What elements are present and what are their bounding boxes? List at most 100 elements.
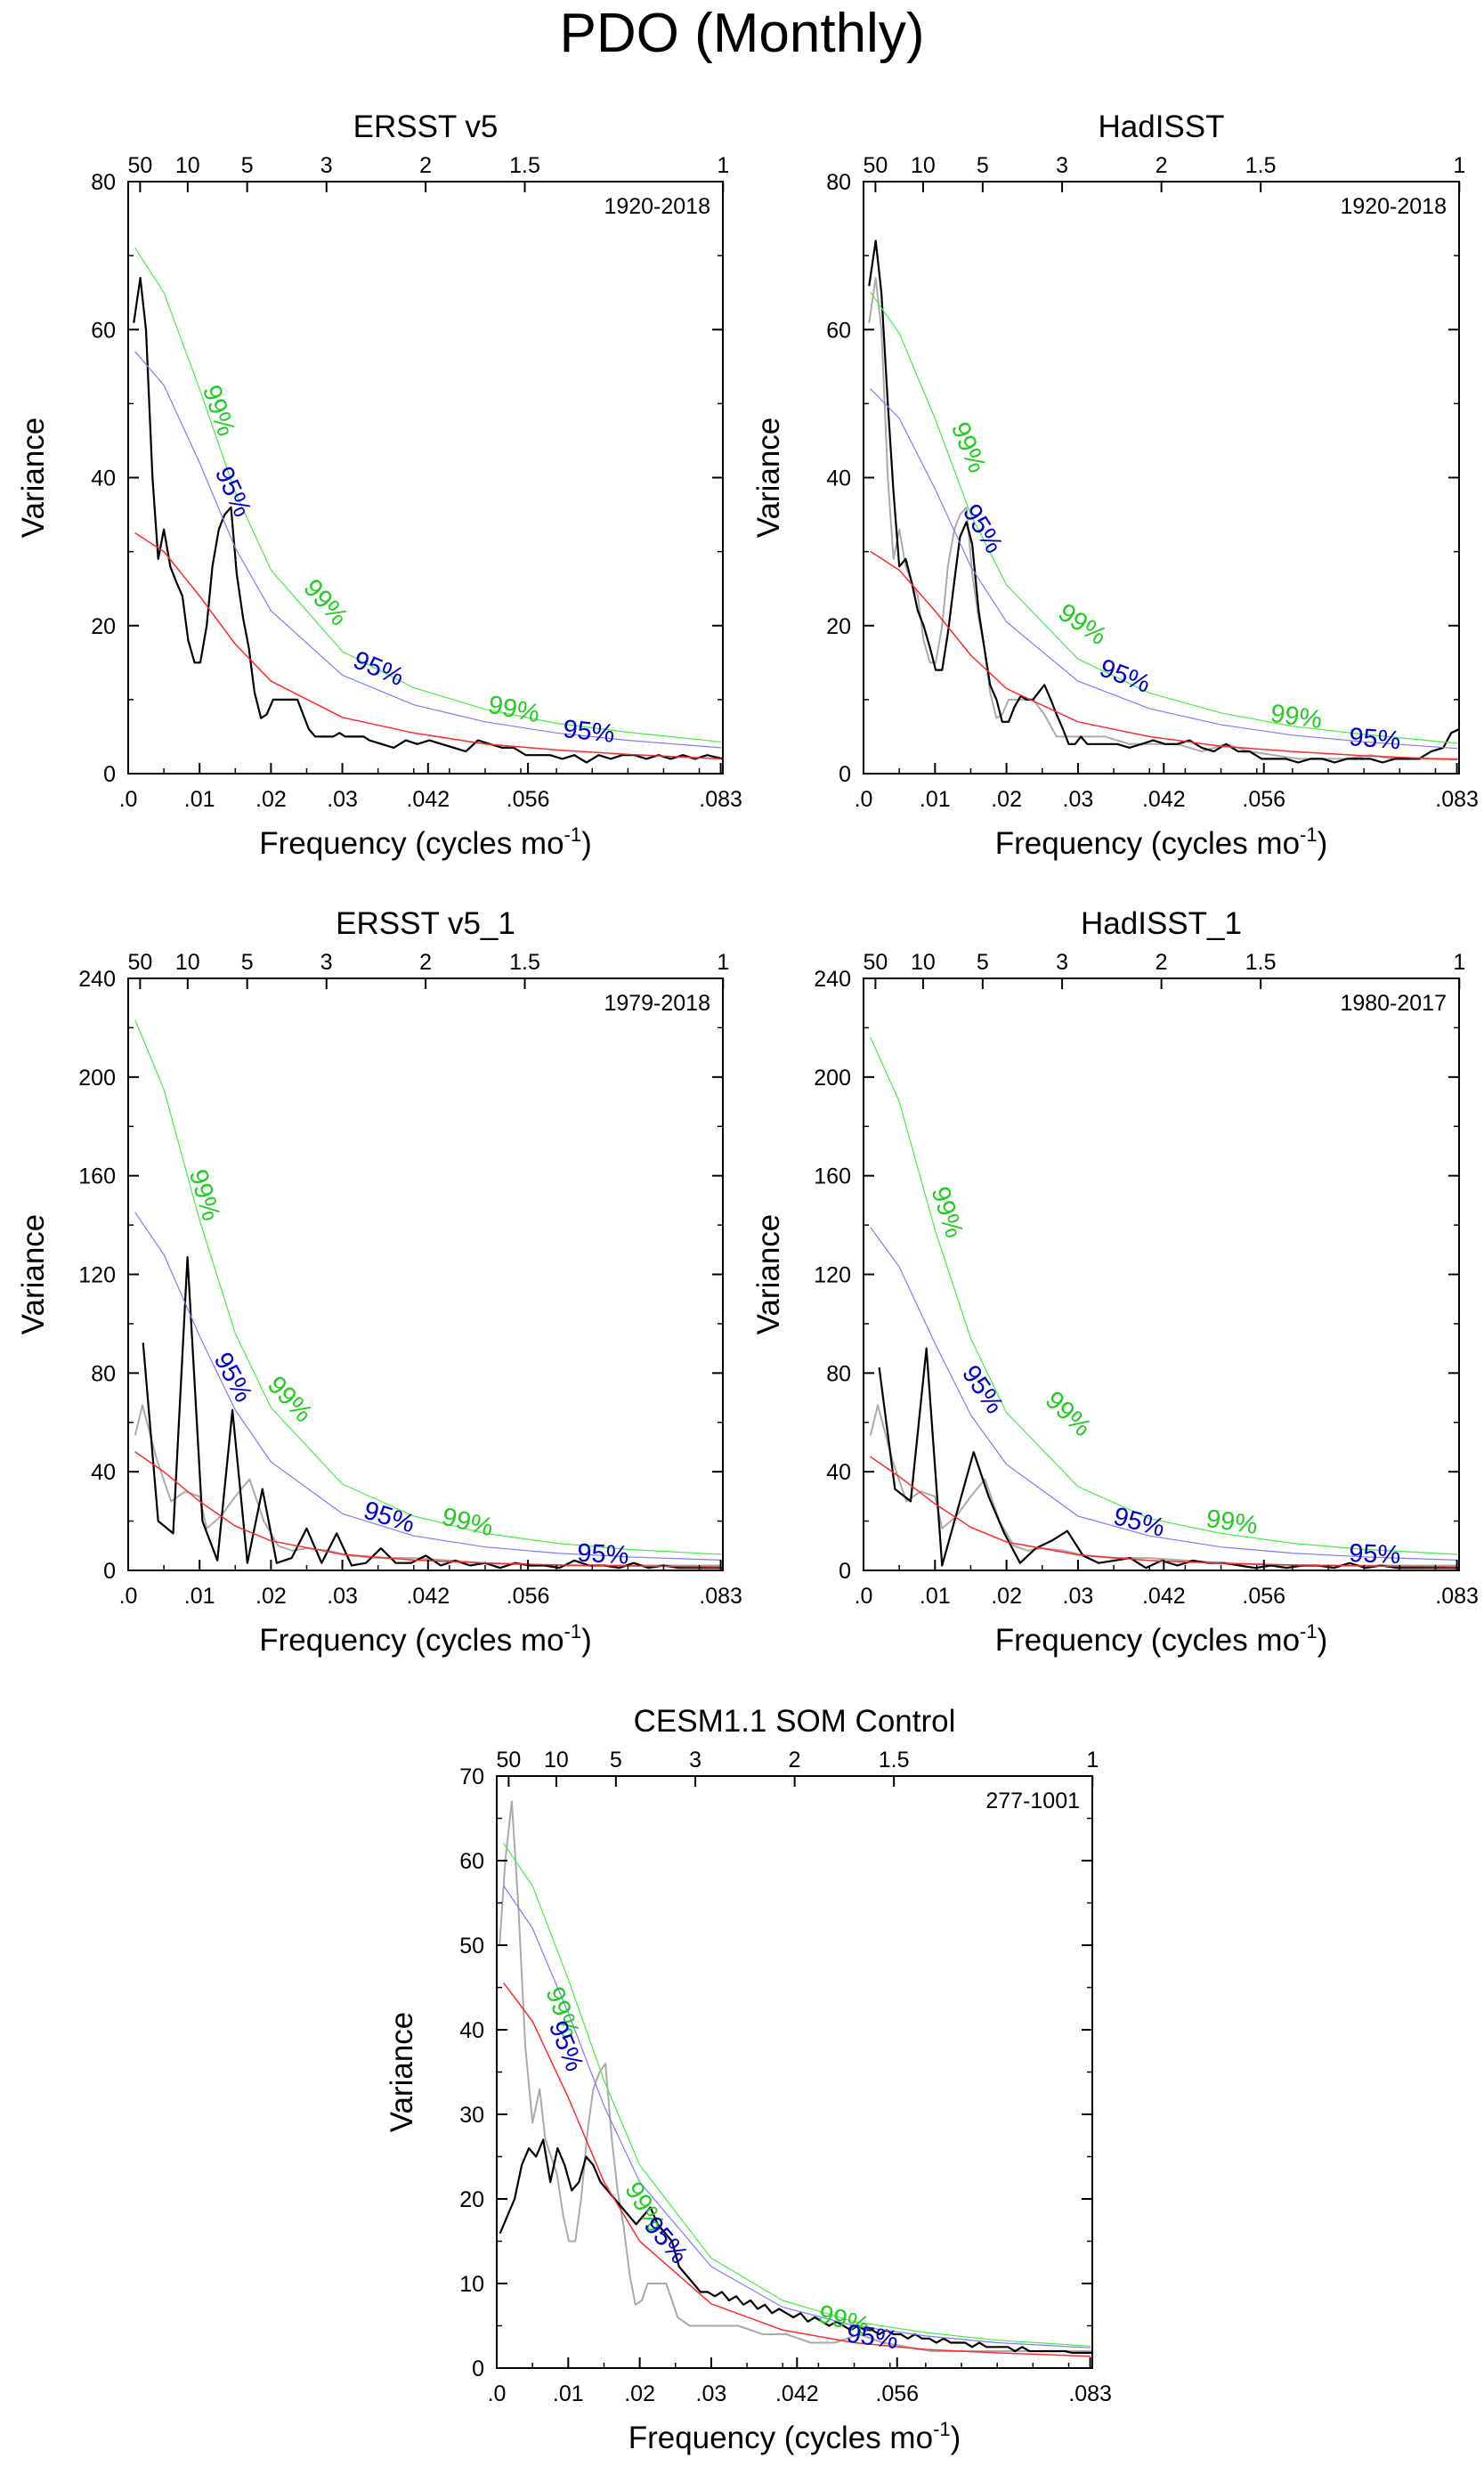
x-tick-label: .0 — [119, 787, 138, 812]
y-tick-label: 0 — [839, 1559, 851, 1584]
top-tick-label: 50 — [863, 153, 888, 178]
top-tick-label: 1.5 — [1245, 950, 1277, 975]
y-tick-label: 0 — [103, 1559, 116, 1584]
y-tick-label: 50 — [459, 1934, 484, 1959]
y-tick-label: 80 — [826, 1361, 851, 1386]
top-tick-label: 1 — [1453, 950, 1465, 975]
y-tick-label: 80 — [91, 1361, 116, 1386]
top-tick-label: 10 — [175, 950, 200, 975]
panel-title: ERSST v5 — [353, 110, 499, 144]
top-tick-label: 50 — [127, 950, 152, 975]
label-95-percent: 95% — [1349, 1539, 1401, 1570]
y-tick-label: 240 — [814, 967, 851, 992]
x-tick-label: .03 — [327, 787, 358, 812]
y-axis-label: Variance — [385, 2012, 419, 2133]
series-95-confidence — [503, 1885, 1091, 2348]
y-tick-label: 160 — [814, 1164, 851, 1189]
top-tick-label: 1 — [1086, 1748, 1099, 1772]
top-tick-label: 5 — [977, 153, 989, 178]
series-99-confidence — [870, 1036, 1458, 1555]
top-tick-label: 50 — [127, 153, 152, 178]
period-label: 1980-2017 — [1340, 991, 1447, 1016]
y-tick-label: 40 — [91, 466, 116, 491]
y-tick-label: 0 — [839, 762, 851, 787]
y-tick-label: 240 — [78, 967, 116, 992]
label-99-percent: 99% — [183, 1166, 225, 1224]
x-tick-label: .02 — [624, 2381, 655, 2406]
top-tick-label: 10 — [175, 153, 200, 178]
x-tick-label: .03 — [327, 1584, 358, 1609]
y-tick-label: 160 — [78, 1164, 116, 1189]
x-tick-label: .01 — [184, 787, 215, 812]
top-tick-label: 1.5 — [879, 1748, 910, 1772]
series-red-noise — [870, 550, 1458, 760]
plot-frame — [496, 1775, 1093, 2369]
x-axis-label: Frequency (cycles mo-1) — [995, 1620, 1328, 1658]
y-tick-label: 120 — [814, 1263, 851, 1288]
label-99-percent: 99% — [1204, 1505, 1260, 1540]
x-tick-label: .083 — [1435, 1584, 1479, 1609]
series-99-confidence — [870, 292, 1458, 744]
series-group — [133, 247, 723, 764]
series-99-confidence — [503, 1843, 1091, 2347]
y-tick-label: 120 — [78, 1263, 116, 1288]
x-axis-label: Frequency (cycles mo-1) — [628, 2418, 961, 2455]
series-reference-spectrum — [499, 1800, 1092, 2352]
y-axis-label: Variance — [751, 1214, 786, 1335]
x-tick-label: .083 — [1068, 2381, 1112, 2406]
top-tick-label: 10 — [911, 950, 936, 975]
label-95-percent: 95% — [208, 1348, 258, 1407]
label-95-percent: 95% — [956, 1360, 1009, 1419]
top-tick-label: 1.5 — [1245, 153, 1277, 178]
top-tick-label: 2 — [1156, 153, 1168, 178]
series-red-noise — [134, 532, 722, 760]
label-99-percent: 99% — [1053, 598, 1112, 651]
y-tick-label: 20 — [826, 614, 851, 639]
label-95-percent: 95% — [349, 645, 408, 692]
series-group — [134, 1019, 723, 1570]
y-tick-label: 200 — [78, 1066, 116, 1091]
y-tick-label: 200 — [814, 1066, 851, 1091]
panel-title: ERSST v5_1 — [336, 906, 515, 941]
label-95-percent: 95% — [562, 715, 616, 749]
period-label: 1979-2018 — [604, 991, 710, 1016]
y-tick-label: 60 — [459, 1849, 484, 1874]
x-tick-label: .056 — [1242, 787, 1285, 812]
label-99-percent: 99% — [925, 1183, 968, 1241]
series-group — [870, 1036, 1459, 1570]
series-red-noise — [503, 1983, 1091, 2357]
label-95-percent: 95% — [845, 2319, 900, 2355]
x-tick-label: .02 — [991, 787, 1022, 812]
series-observed-spectrum — [868, 239, 1459, 764]
top-tick-label: 50 — [863, 950, 888, 975]
y-tick-label: 60 — [91, 318, 116, 343]
x-tick-label: .042 — [406, 1584, 450, 1609]
series-reference-spectrum — [868, 277, 1459, 760]
top-tick-label: 50 — [496, 1748, 521, 1772]
y-tick-label: 70 — [459, 1764, 484, 1789]
series-95-confidence — [134, 351, 722, 749]
top-tick-label: 3 — [689, 1748, 701, 1772]
label-99-percent: 99% — [439, 1503, 496, 1543]
top-tick-label: 1 — [717, 153, 729, 178]
label-99-percent: 99% — [262, 1371, 318, 1428]
label-95-percent: 95% — [1348, 723, 1401, 755]
x-tick-label: .083 — [699, 1584, 742, 1609]
series-observed-spectrum — [133, 277, 723, 764]
top-tick-label: 2 — [419, 153, 432, 178]
x-tick-label: .042 — [775, 2381, 819, 2406]
x-tick-label: .0 — [119, 1584, 138, 1609]
series-95-confidence — [870, 1227, 1458, 1562]
x-tick-label: .083 — [699, 787, 742, 812]
x-tick-label: .03 — [696, 2381, 727, 2406]
x-tick-label: .01 — [553, 2381, 584, 2406]
y-tick-label: 60 — [826, 318, 851, 343]
series-observed-spectrum — [499, 2138, 1092, 2354]
label-95-percent: 95% — [1096, 653, 1155, 699]
panel-title: HadISST_1 — [1081, 906, 1242, 941]
y-tick-label: 10 — [459, 2272, 484, 2297]
series-red-noise — [870, 1456, 1458, 1568]
x-tick-label: .02 — [255, 1584, 287, 1609]
